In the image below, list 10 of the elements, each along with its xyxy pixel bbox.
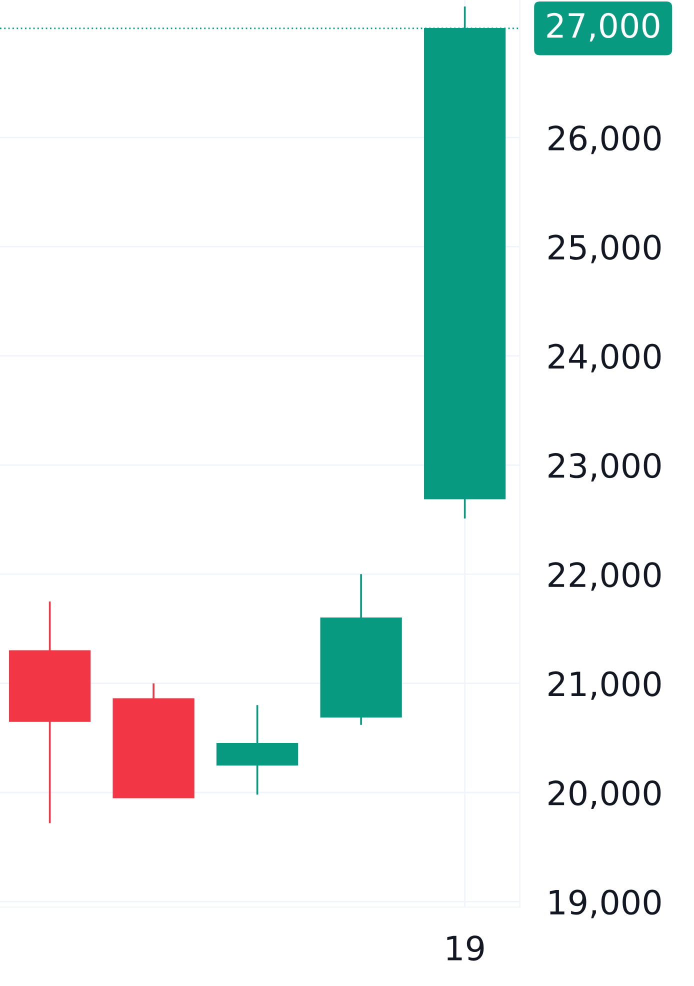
y-tick-label: 25,000 xyxy=(548,234,661,264)
y-tick-label: 21,000 xyxy=(548,671,661,700)
y-tick-label: 22,000 xyxy=(548,562,661,591)
y-tick-label: 26,000 xyxy=(548,125,661,154)
y-tick-label: 20,000 xyxy=(548,780,661,810)
y-tick-label: 24,000 xyxy=(548,344,661,372)
x-tick-label: 19 xyxy=(447,935,484,961)
y-tick-label: 23,000 xyxy=(548,452,661,482)
ref-line-label: 27,000 xyxy=(547,12,660,42)
y-tick-label: 19,000 xyxy=(550,890,661,918)
